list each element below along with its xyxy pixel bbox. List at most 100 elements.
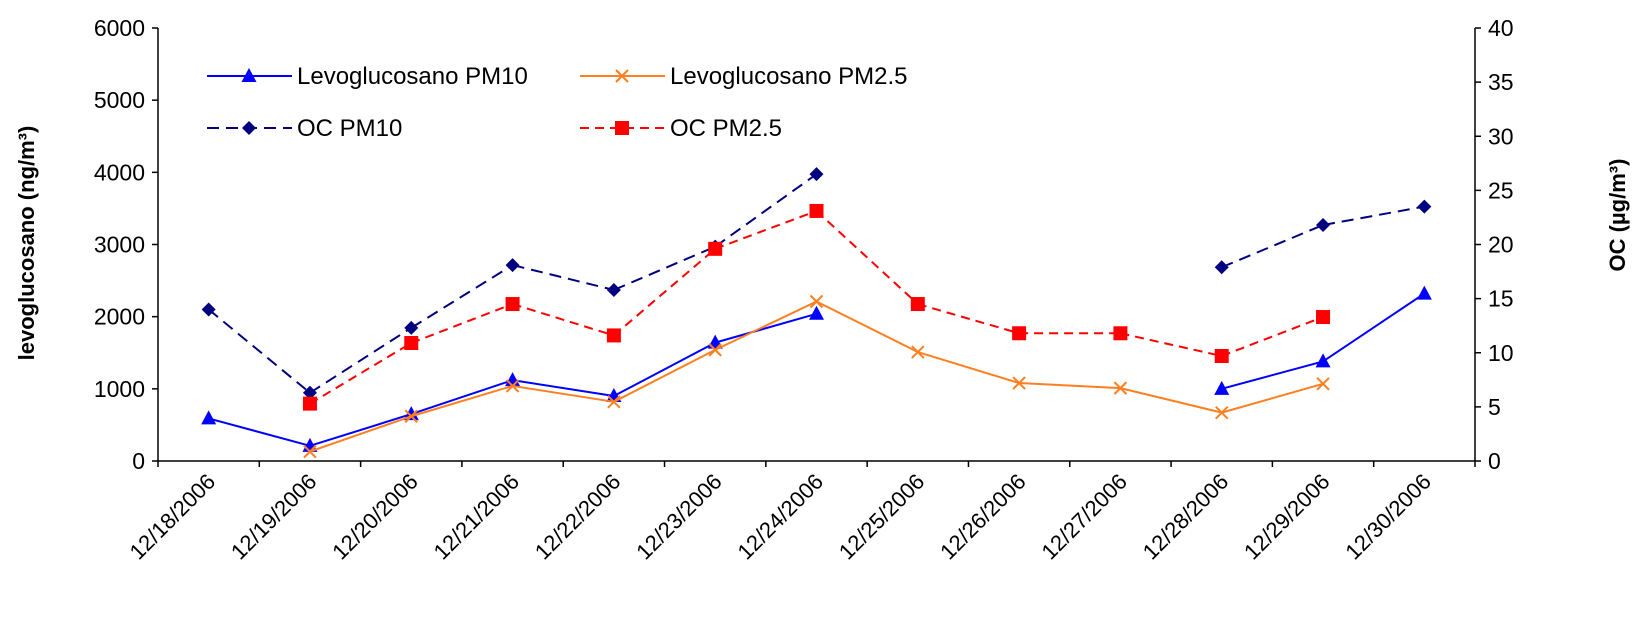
- axes-group: 0 1000 2000 3000 4000 5000 6000 0 5 10 15 20 25 30 35 4…: [94, 15, 1514, 564]
- series-line-segment: [1221, 382, 1324, 414]
- legend-marker: [615, 69, 629, 83]
- series-line-segment: [1322, 205, 1425, 226]
- y-tick-label-left: 6000: [94, 15, 145, 41]
- series-line-segment: [815, 210, 919, 305]
- series-line-segment: [410, 264, 514, 329]
- series-line-segment: [714, 312, 817, 344]
- legend-label: OC PM2.5: [670, 115, 782, 142]
- x-tick-label: 12/30/2006: [1340, 469, 1436, 565]
- data-point: [302, 385, 317, 400]
- data-point: [1012, 376, 1026, 390]
- data-point: [303, 444, 317, 459]
- data-point: [606, 282, 621, 297]
- y-tick-label-left: 4000: [94, 159, 145, 185]
- marker-x-stroke: [505, 379, 520, 393]
- marker-x-stroke: [1113, 381, 1128, 395]
- series-line-segment: [512, 384, 615, 403]
- data-point: [201, 410, 217, 425]
- series-line-segment: [613, 245, 716, 291]
- marker-x-stroke: [708, 343, 722, 357]
- data-point: [1316, 310, 1331, 325]
- series-line-segment: [1221, 316, 1324, 357]
- y-tick-label-left: 1000: [94, 376, 145, 402]
- series-line-segment: [410, 379, 513, 416]
- data-point: [911, 345, 925, 359]
- x-tick-label: 12/27/2006: [1036, 469, 1132, 565]
- series-line-segment: [208, 308, 311, 394]
- data-point: [1012, 326, 1027, 341]
- data-point: [505, 379, 520, 393]
- y-tick-label-right: 30: [1488, 123, 1514, 149]
- y-tick-label-right: 10: [1488, 340, 1514, 366]
- legend-item: OC PM2.5: [580, 115, 782, 142]
- marker-x-stroke: [303, 444, 317, 459]
- series-line-segment: [917, 303, 1020, 335]
- data-point: [1214, 380, 1230, 395]
- series-line-segment: [613, 348, 716, 403]
- y-tick-label-right: 20: [1488, 232, 1514, 258]
- legend-label: OC PM10: [297, 115, 402, 142]
- series-line-segment: [512, 303, 615, 337]
- y-tick-label-right: 35: [1488, 69, 1514, 95]
- series-line-segment: [1221, 360, 1324, 390]
- series-line-segment: [917, 351, 1020, 385]
- marker-x-stroke: [1316, 377, 1330, 391]
- series-oc-pm2-5: [302, 203, 1331, 411]
- data-point: [1214, 348, 1229, 363]
- x-tick-label: 12/29/2006: [1239, 469, 1335, 565]
- y-tick-label-right: 40: [1488, 15, 1514, 41]
- data-point: [607, 395, 621, 409]
- y-tick-label-left: 0: [132, 448, 145, 474]
- data-point: [505, 372, 521, 387]
- data-point: [708, 241, 723, 256]
- series-line-segment: [714, 210, 817, 250]
- data-point: [505, 258, 520, 273]
- data-point: [809, 203, 824, 218]
- data-point: [1215, 405, 1229, 420]
- x-tick-label: 12/19/2006: [226, 469, 322, 565]
- marker-x-stroke: [607, 395, 621, 409]
- series-oc-pm10: [201, 167, 1432, 400]
- x-tick-label: 12/22/2006: [530, 469, 626, 565]
- series-line-segment: [613, 341, 716, 397]
- data-point: [606, 328, 621, 343]
- marker-x-stroke: [404, 409, 418, 423]
- data-point: [809, 305, 824, 320]
- data-point: [910, 297, 925, 312]
- x-tick-label: 12/28/2006: [1138, 469, 1234, 565]
- marker-x-stroke: [615, 69, 629, 83]
- data-point: [404, 320, 419, 335]
- x-tick-label: 12/23/2006: [631, 469, 727, 565]
- series-levoglucosano-pm10: [201, 285, 1432, 452]
- series-layer: [201, 167, 1432, 459]
- y-tick-label-right: 25: [1488, 177, 1514, 203]
- data-point: [302, 396, 317, 411]
- data-point: [708, 343, 722, 357]
- legend-label: Levoglucosano PM2.5: [670, 63, 908, 90]
- series-line-segment: [309, 415, 412, 453]
- data-point: [1113, 326, 1128, 341]
- data-point: [1315, 353, 1331, 368]
- legend-marker: [615, 121, 629, 135]
- marker-x-stroke: [1215, 405, 1229, 420]
- legend-label: Levoglucosano PM10: [297, 63, 528, 90]
- data-point: [1214, 260, 1229, 275]
- y-tick-label-left: 5000: [94, 87, 145, 113]
- series-line-segment: [1322, 292, 1425, 363]
- data-point: [505, 297, 520, 312]
- marker-x-stroke: [1012, 376, 1026, 390]
- series-line-segment: [208, 417, 311, 447]
- legend-item: Levoglucosano PM2.5: [580, 63, 908, 90]
- series-line-segment: [1120, 332, 1222, 357]
- legend: Levoglucosano PM10 Levoglucosano PM2.5 OC …: [207, 63, 908, 142]
- legend-item: OC PM10: [207, 115, 402, 142]
- series-line-segment: [410, 303, 513, 344]
- x-tick-label: 12/20/2006: [327, 469, 423, 565]
- series-line-segment: [714, 300, 817, 351]
- series-line-segment: [512, 264, 615, 291]
- series-line-segment: [1019, 382, 1121, 390]
- y-tick-label-left: 3000: [94, 232, 145, 258]
- legend-marker: [242, 121, 256, 135]
- series-line-segment: [309, 413, 412, 447]
